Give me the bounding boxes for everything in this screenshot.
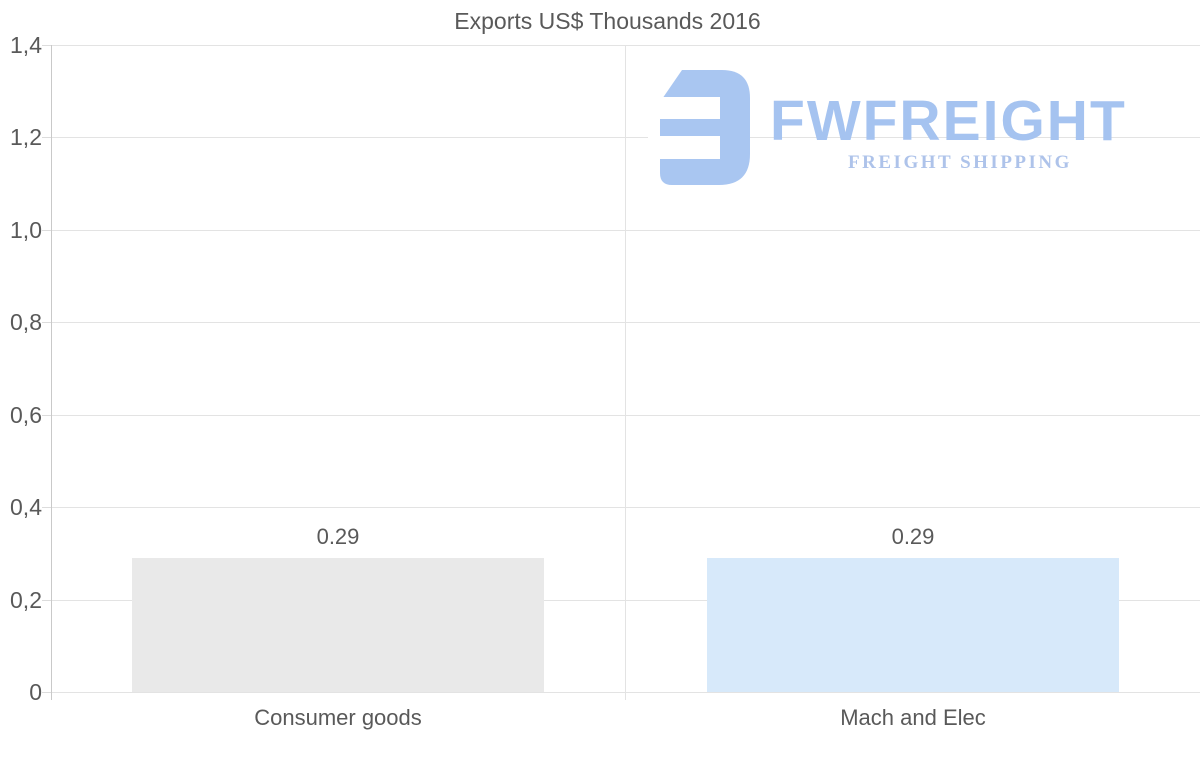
bar-mach-and-elec [707, 558, 1119, 692]
y-axis-label: 1,2 [10, 124, 42, 150]
x-axis-label-mach-and-elec: Mach and Elec [840, 705, 986, 730]
y-axis-label: 0,8 [10, 309, 42, 335]
y-axis-label: 1,0 [10, 217, 42, 243]
watermark-brand-text: FWFREIGHT [770, 89, 1127, 153]
y-axis-tick [42, 507, 51, 508]
watermark-tagline-text: FREIGHT SHIPPING [848, 152, 1072, 173]
fwfreight-logo-icon [648, 70, 750, 185]
y-axis-label: 0 [29, 679, 42, 705]
bar-value-label: 0.29 [891, 524, 935, 549]
y-axis-label: 1,4 [10, 32, 42, 58]
y-axis-tick [42, 600, 51, 601]
y-axis-tick [42, 230, 51, 231]
y-axis-tick [42, 137, 51, 138]
chart-title: Exports US$ Thousands 2016 [454, 8, 761, 34]
watermark: FWFREIGHT FREIGHT SHIPPING [648, 68, 1148, 188]
y-axis-line [51, 45, 52, 700]
y-axis-label: 0,2 [10, 587, 42, 613]
category-separator-gridline [625, 45, 626, 700]
bar-value-label: 0.29 [316, 524, 360, 549]
bar-consumer-goods [132, 558, 544, 692]
y-axis-tick [42, 45, 51, 46]
y-axis-tick [42, 322, 51, 323]
y-axis-tick [42, 692, 51, 693]
x-axis-label-consumer-goods: Consumer goods [254, 705, 422, 730]
y-axis-label: 0,6 [10, 402, 42, 428]
y-axis-tick [42, 415, 51, 416]
y-axis-label: 0,4 [10, 494, 42, 520]
